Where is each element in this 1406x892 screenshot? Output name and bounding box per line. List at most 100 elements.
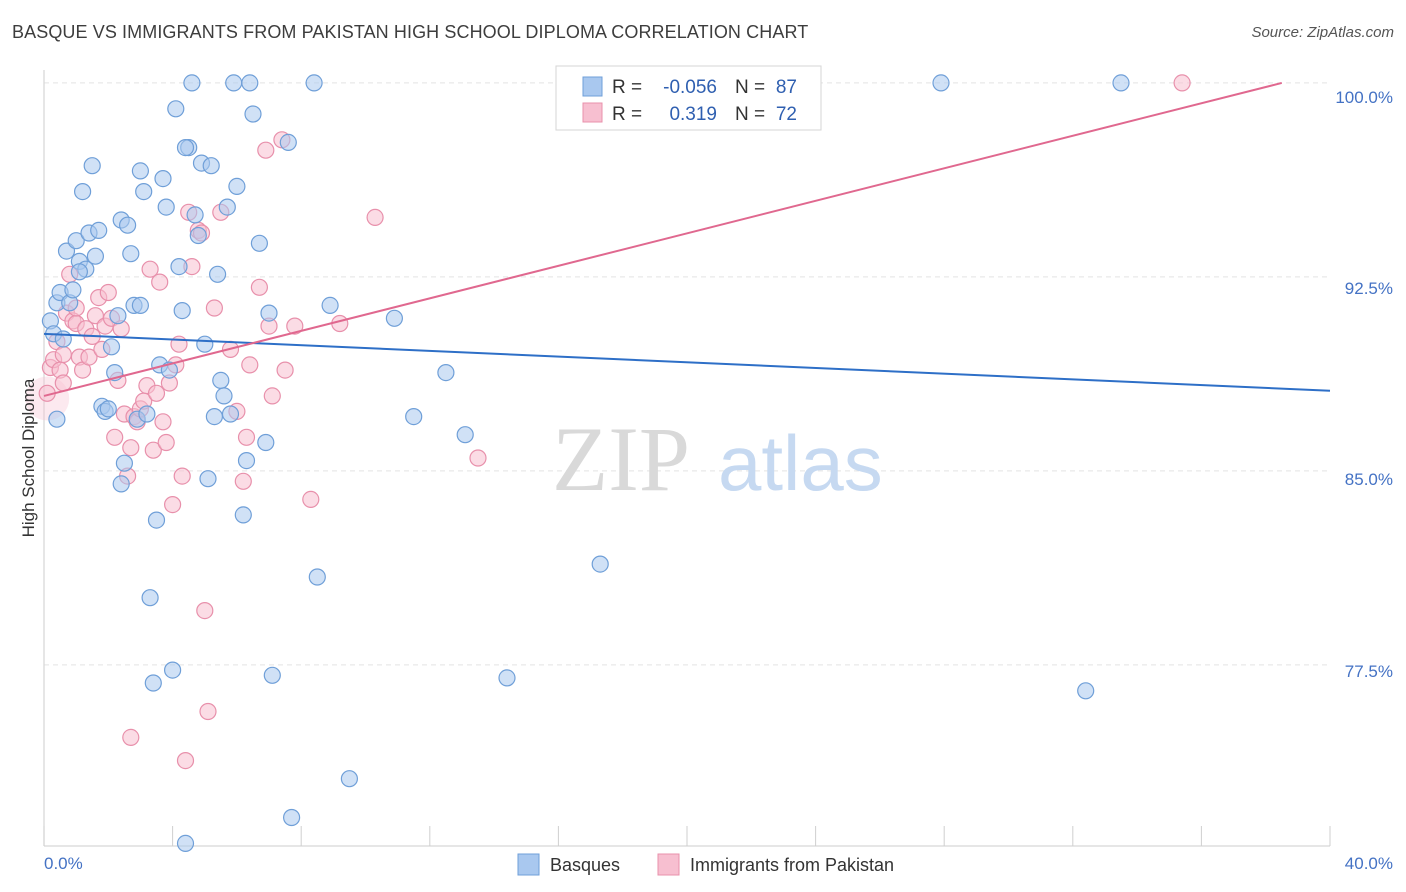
legend-swatch-pakistan <box>657 853 680 876</box>
basques-data-point <box>456 426 474 444</box>
basques-data-point <box>305 74 323 92</box>
pakistan-data-point <box>366 208 384 226</box>
stats-n-label: N = <box>735 104 765 125</box>
x-tick-label-max: 40.0% <box>1345 854 1393 873</box>
basques-data-point <box>83 157 101 175</box>
pakistan-data-point <box>176 751 195 770</box>
basques-data-point <box>283 808 301 827</box>
pakistan-data-point <box>106 428 124 446</box>
basques-data-point <box>189 226 207 245</box>
y-axis-title: High School Diploma <box>19 378 38 537</box>
pakistan-data-point <box>144 441 162 459</box>
pakistan-data-point <box>234 472 252 490</box>
basques-data-point <box>86 247 105 265</box>
stats-box: R = -0.056 N = 87 R = 0.319 N = 72 <box>555 65 822 131</box>
stats-r-value-basques: -0.056 <box>663 77 717 98</box>
basques-data-point <box>250 234 268 252</box>
pakistan-data-point <box>263 387 281 405</box>
pakistan-data-point <box>147 384 166 402</box>
pakistan-data-point <box>241 356 259 374</box>
basques-data-point <box>67 232 85 250</box>
grid-lines <box>44 82 1330 666</box>
pakistan-data-point <box>154 413 172 431</box>
basques-data-point <box>157 198 175 216</box>
x-axis-ticks <box>43 826 1331 846</box>
x-tick-label-min: 0.0% <box>44 854 83 873</box>
basques-data-point <box>498 669 516 687</box>
stats-r-label: R = <box>612 77 642 98</box>
stats-n-value-pakistan: 72 <box>776 104 797 125</box>
pakistan-data-point <box>205 299 223 317</box>
basques-data-point <box>257 433 275 452</box>
pakistan-data-point <box>141 260 159 278</box>
pakistan-data-point <box>80 348 98 366</box>
basques-data-point <box>183 74 201 92</box>
basques-data-point <box>932 74 950 92</box>
pakistan-data-point <box>276 361 294 379</box>
basques-data-point <box>138 405 156 423</box>
basques-data-point <box>118 216 137 234</box>
basques-data-point <box>196 335 214 353</box>
basques-data-point <box>176 834 195 853</box>
basques-data-point <box>164 661 182 679</box>
basques-data-point <box>144 674 162 692</box>
stats-r-label: R = <box>612 104 642 125</box>
stats-r-value-pakistan: 0.319 <box>669 104 717 125</box>
basques-data-point <box>115 454 134 472</box>
basques-data-point <box>221 405 240 423</box>
pakistan-data-point <box>122 439 140 457</box>
basques-data-point <box>385 309 403 327</box>
basques-data-point <box>154 170 172 188</box>
y-tick-label: 85.0% <box>1345 470 1393 489</box>
pakistan-data-point <box>257 141 275 159</box>
basques-data-point <box>263 666 281 684</box>
basques-data-point <box>122 245 140 263</box>
pakistan-data-point <box>199 702 217 721</box>
pakistan-data-point <box>1173 74 1191 92</box>
basques-data-point <box>73 183 92 201</box>
chart-source: Source: ZipAtlas.com <box>1251 24 1394 41</box>
basques-data-point <box>99 400 117 418</box>
basques-data-point <box>212 371 230 389</box>
basques-data-point <box>340 770 358 788</box>
basques-data-point <box>186 206 204 224</box>
basques-data-point <box>260 304 278 322</box>
basques-data-point <box>1112 74 1130 92</box>
basques-data-point <box>70 263 89 281</box>
pakistan-data-point <box>122 728 140 747</box>
series-basques-points <box>41 74 1130 853</box>
pakistan-data-point <box>286 317 304 335</box>
basques-data-point <box>225 74 243 92</box>
y-tick-label: 100.0% <box>1335 88 1393 107</box>
basques-data-point <box>209 265 227 283</box>
pakistan-data-point <box>196 601 214 620</box>
basques-data-point <box>147 511 166 529</box>
y-tick-labels: 77.5% 85.0% 92.5% 100.0% <box>1335 88 1393 681</box>
basques-data-point <box>135 183 153 201</box>
basques-data-point <box>234 506 252 524</box>
basques-data-point <box>437 364 455 382</box>
basques-data-point <box>202 157 220 175</box>
pakistan-data-point <box>151 273 169 291</box>
basques-data-point <box>205 408 223 426</box>
pakistan-data-point <box>173 467 191 485</box>
basques-data-point <box>405 408 423 426</box>
basques-trend-line <box>43 332 1331 392</box>
pakistan-data-point <box>302 490 320 508</box>
basques-data-point <box>237 452 256 470</box>
pakistan-data-point <box>99 283 117 302</box>
basques-data-point <box>170 258 188 276</box>
basques-data-point <box>215 387 233 405</box>
basques-data-point <box>48 410 66 428</box>
y-tick-label: 77.5% <box>1345 662 1393 681</box>
basques-data-point <box>199 470 217 488</box>
pakistan-trend-line <box>43 81 1283 397</box>
basques-data-point <box>244 105 262 123</box>
basques-data-point <box>131 162 149 180</box>
pakistan-data-point <box>469 449 487 467</box>
basques-data-point <box>173 302 191 320</box>
basques-data-point <box>241 74 259 92</box>
chart-title: BASQUE VS IMMIGRANTS FROM PAKISTAN HIGH … <box>12 22 809 42</box>
basques-data-point <box>112 475 130 493</box>
